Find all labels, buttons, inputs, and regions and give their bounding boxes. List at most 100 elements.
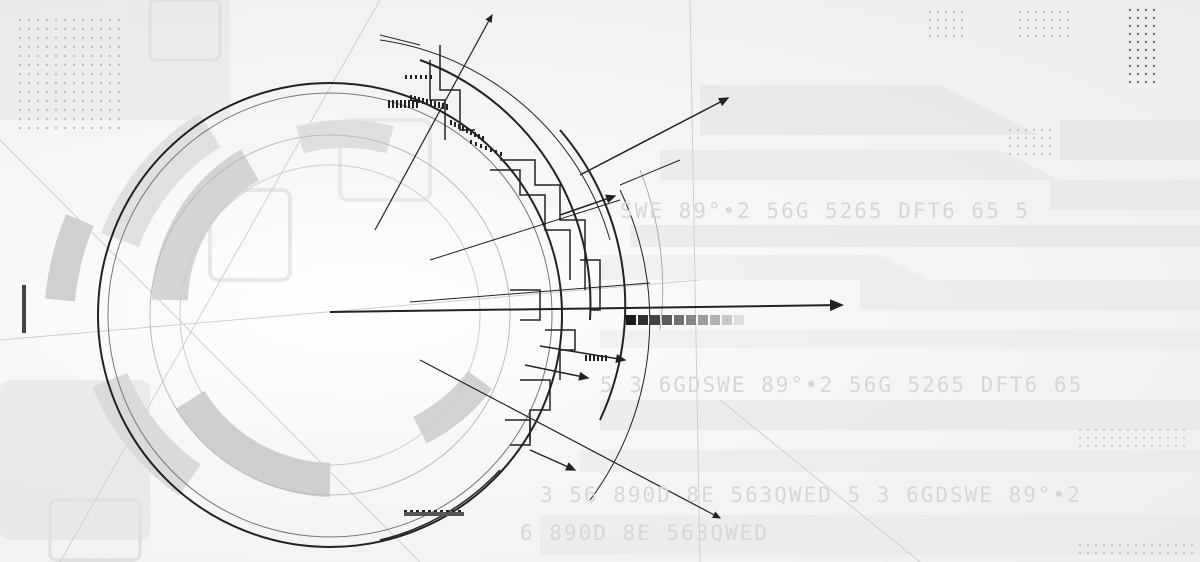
grid-dot [1102,444,1106,448]
grid-dot [1126,551,1130,555]
horizontal-stripes [540,85,1200,555]
diagonal-line [0,139,421,562]
grid-dot [1042,34,1046,38]
gradient-square [686,315,696,325]
tick-mark [500,152,502,156]
code-line-3: 3 56 890D 8E 563QWED 5 3 6GDSWE 89°•2 [540,483,1082,507]
outer-circle-thin [107,92,553,538]
diagonal-line [0,279,701,341]
grid-dot [1026,10,1030,14]
grid-dot [1040,136,1044,140]
grid-dot [90,45,94,49]
grid-dot [928,34,932,38]
tick-mark [597,355,599,361]
grid-dot [45,36,49,40]
arrow-line [529,449,577,471]
grid-dot [1016,152,1020,156]
grid-dot [45,27,49,31]
tick-mark [438,102,440,108]
grid-dot [27,18,31,22]
circuit-path [510,289,541,321]
grid-dot [54,18,58,22]
grid-dot [18,108,22,112]
grid-dot [1136,32,1140,36]
tick-mark [593,355,595,361]
grid-dot [944,26,948,30]
grid-dot [928,26,932,30]
stripe [600,255,930,280]
grid-dot [1050,18,1054,22]
grid-dot [1048,128,1052,132]
gradient-square [650,315,660,325]
grid-dot [1182,444,1186,448]
grid-dot [27,117,31,121]
grid-dot [1050,34,1054,38]
grid-dot [117,36,121,40]
grid-dot [18,54,22,58]
grid-dot [72,126,76,130]
outer-circle [97,82,563,548]
grid-dot [1008,128,1012,132]
grid-dot [936,26,940,30]
stripe [700,85,1040,135]
grid-dot [1016,128,1020,132]
grid-dot [18,27,22,31]
grid-dot [1136,64,1140,68]
grid-dot [63,72,67,76]
grid-dot [1182,551,1186,555]
grid-dot [81,18,85,22]
bg-rounded-square [208,188,292,282]
grid-dot [45,18,49,22]
grid-dot [99,36,103,40]
grid-dot [63,108,67,112]
tick-mark [420,75,422,79]
grid-dot [18,99,22,103]
grid-dot [90,72,94,76]
grid-dot [1158,428,1162,432]
grid-dot [63,126,67,130]
grid-dot [81,126,85,130]
grid-dot [1166,543,1170,547]
grid-dot [72,90,76,94]
grid-dot [944,34,948,38]
vertical-line [689,0,701,562]
grid-dot [1158,436,1162,440]
grid-dot [952,18,956,22]
grid-dot [63,45,67,49]
grid-dot [36,99,40,103]
grid-dot [1152,56,1156,60]
grid-dot [36,18,40,22]
grid-dot [117,27,121,31]
grid-dot [99,27,103,31]
grid-dot [1190,551,1194,555]
grid-dot [90,18,94,22]
stripe [600,330,1200,348]
circuit-path [580,259,601,311]
middle-circle [149,134,511,496]
circuit-path [439,45,475,131]
grid-dot [1094,428,1098,432]
grid-dot [1158,444,1162,448]
grid-dot [1034,18,1038,22]
grid-dot [1166,428,1170,432]
tick-mark [490,148,492,152]
grid-dot [45,90,49,94]
gradient-square [722,315,732,325]
grid-dot [1032,144,1036,148]
grid-dot [90,126,94,130]
grid-dot [36,45,40,49]
grid-dot [54,99,58,103]
grid-dot [1018,10,1022,14]
gradient-scale [626,315,744,325]
tick-mark [466,128,468,133]
grid-dot [1024,136,1028,140]
grid-dot [1110,543,1114,547]
stripe [660,150,1060,180]
dot-grids [18,8,1194,555]
tick-mark [480,144,482,148]
grid-dot [1128,80,1132,84]
tick-mark [605,355,607,361]
grid-dot [99,45,103,49]
grid-dot [1182,436,1186,440]
grid-dot [1058,34,1062,38]
